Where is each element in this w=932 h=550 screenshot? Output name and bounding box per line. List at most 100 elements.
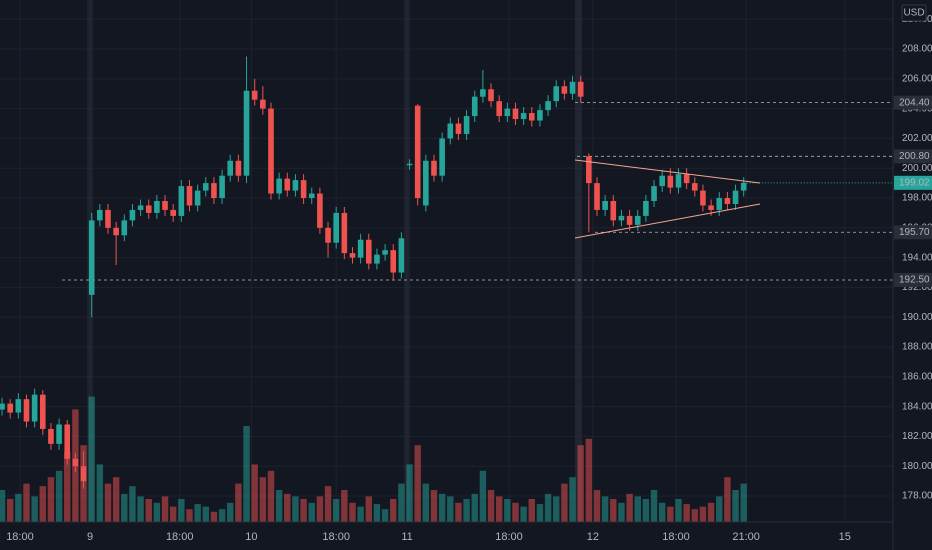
candle-body <box>553 86 560 102</box>
volume-bar <box>15 493 22 522</box>
volume-bar <box>137 496 144 522</box>
candle-body <box>186 186 193 206</box>
volume-bar <box>455 502 462 522</box>
candle-body <box>740 182 747 191</box>
currency-box <box>901 4 927 22</box>
candle-body <box>178 186 185 216</box>
candle-body <box>162 200 168 210</box>
x-tick-label: 18:00 <box>6 531 34 543</box>
volume-bar <box>202 506 209 522</box>
volume-bar <box>398 483 405 522</box>
candle-body <box>488 89 494 102</box>
volume-bar <box>642 498 650 522</box>
volume-bar <box>675 498 682 522</box>
level-tag <box>894 272 932 287</box>
volume-bar <box>601 496 609 522</box>
volume-bar <box>724 477 731 522</box>
volume-bar <box>275 490 283 522</box>
y-tick-label: 190.00 <box>902 312 932 323</box>
candles <box>0 56 747 489</box>
volume-bar <box>64 451 71 522</box>
candle-body <box>64 424 71 459</box>
volume-bar <box>634 496 641 522</box>
level-label: 192.50 <box>899 275 930 286</box>
volume-bar <box>259 477 267 522</box>
volume-bar <box>357 506 364 522</box>
volume-bar <box>561 483 568 522</box>
candle-body <box>170 209 176 216</box>
candle-body <box>700 190 706 206</box>
volume-bar <box>153 502 161 522</box>
x-tick-label: 10 <box>245 531 257 543</box>
candle-body <box>97 209 103 221</box>
level-tag <box>894 225 932 240</box>
candle-body <box>618 215 625 221</box>
candle-body <box>471 96 478 117</box>
volume-bar <box>528 498 535 522</box>
level-tag <box>894 95 932 110</box>
volume-bar <box>300 498 307 522</box>
x-tick-label: 18:00 <box>495 531 523 543</box>
x-tick-label: 18:00 <box>166 531 194 543</box>
volume-bar <box>390 498 397 522</box>
candle-body <box>406 163 413 166</box>
last-price-tag <box>894 175 932 190</box>
candle-body <box>235 160 242 176</box>
candle-body <box>683 174 690 184</box>
candle-body <box>349 253 356 258</box>
candle-body <box>716 198 723 210</box>
volume-bar <box>447 496 454 522</box>
candle-body <box>651 186 657 201</box>
volume-bar <box>520 506 527 522</box>
candle-body <box>561 86 568 94</box>
candle-body <box>72 458 79 467</box>
volume-bar <box>650 490 658 522</box>
candle-body <box>643 200 649 216</box>
volume-bar <box>194 504 201 522</box>
volume-bar <box>406 464 413 522</box>
volume-bar <box>169 506 177 522</box>
volume-bar <box>691 509 698 522</box>
volume-bar <box>349 502 356 522</box>
volume-bar <box>422 483 430 522</box>
candle-body <box>194 190 201 206</box>
candle-body <box>512 108 519 120</box>
volume-bar <box>121 493 128 522</box>
volume-bar <box>487 490 495 522</box>
volume-bar <box>512 502 519 522</box>
level-tag <box>894 149 932 164</box>
candle-body <box>634 215 641 225</box>
volume-bar <box>145 498 152 522</box>
volume-bar <box>585 438 593 522</box>
volume-bar <box>227 502 234 522</box>
candle-body <box>667 175 674 188</box>
y-tick-label: 206.00 <box>902 73 932 84</box>
candle-body <box>251 90 258 100</box>
level-label: 200.80 <box>899 151 930 162</box>
volume-bar <box>292 496 299 522</box>
candle-body <box>439 138 445 176</box>
volume-bar <box>381 509 389 522</box>
session-separator <box>404 0 410 522</box>
candle-body <box>268 108 274 194</box>
candle-body <box>23 399 30 422</box>
volume-bar <box>88 396 95 522</box>
trendline <box>574 203 761 239</box>
trendline <box>574 159 761 184</box>
candle-body <box>121 220 128 236</box>
volume-bar <box>438 493 446 522</box>
candle-body <box>659 175 665 187</box>
session-separator <box>575 0 582 522</box>
volume-bar <box>553 496 560 522</box>
candle-body <box>243 90 250 176</box>
candle-body <box>292 180 299 191</box>
volume-bar <box>471 493 478 522</box>
volume-bar <box>618 502 625 522</box>
candle-body <box>48 428 54 444</box>
volume-bar <box>544 493 552 522</box>
volume-bar <box>235 483 242 522</box>
candle-body <box>414 105 421 199</box>
candle-body <box>260 99 266 109</box>
volume-bar <box>699 506 707 522</box>
